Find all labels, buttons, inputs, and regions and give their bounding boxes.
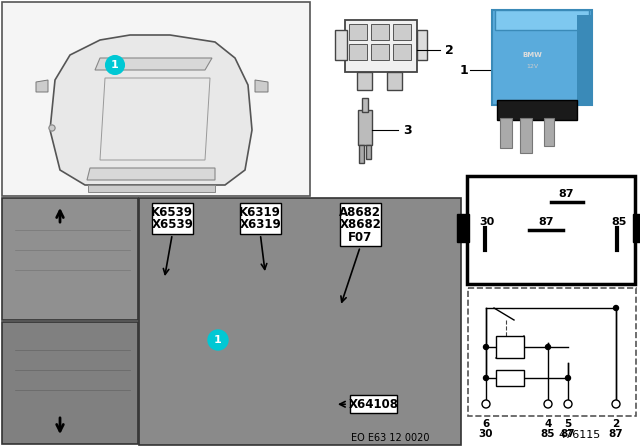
Circle shape	[49, 125, 55, 131]
Polygon shape	[255, 80, 268, 92]
Circle shape	[544, 400, 552, 408]
Text: 1: 1	[111, 60, 119, 70]
Text: 87: 87	[538, 217, 554, 227]
Text: 87: 87	[558, 189, 573, 199]
Bar	[495, 10, 589, 30]
Bar	[492, 10, 592, 105]
Text: BMW: BMW	[522, 52, 542, 58]
Text: 476115: 476115	[559, 430, 601, 440]
Circle shape	[483, 375, 488, 380]
Bar	[139, 198, 461, 445]
Polygon shape	[36, 80, 48, 92]
Bar	[340, 203, 381, 246]
Text: K6539: K6539	[151, 206, 193, 219]
Circle shape	[614, 306, 618, 310]
Text: 30: 30	[479, 429, 493, 439]
Bar	[496, 336, 524, 358]
Polygon shape	[88, 185, 215, 192]
Bar	[417, 30, 427, 60]
Circle shape	[545, 345, 550, 349]
Bar	[497, 100, 577, 120]
Bar	[467, 176, 635, 284]
Bar	[520, 118, 532, 153]
Text: X6539: X6539	[152, 218, 193, 231]
Bar	[457, 214, 469, 242]
Bar	[371, 44, 389, 60]
Text: X8682: X8682	[339, 218, 381, 231]
Bar	[496, 370, 524, 386]
Bar	[2, 322, 138, 444]
Text: 5: 5	[564, 419, 572, 429]
Bar	[358, 110, 372, 145]
Text: F07: F07	[348, 231, 372, 244]
Bar	[359, 145, 364, 163]
Text: 1: 1	[460, 64, 468, 77]
Circle shape	[49, 125, 55, 131]
Bar	[240, 203, 280, 234]
Text: X64108: X64108	[348, 398, 398, 411]
Text: 6: 6	[483, 419, 490, 429]
Bar	[500, 118, 512, 148]
Circle shape	[483, 345, 488, 349]
Circle shape	[482, 400, 490, 408]
Circle shape	[208, 330, 228, 350]
Polygon shape	[50, 35, 252, 185]
Bar	[387, 72, 402, 90]
Bar	[312, 2, 462, 196]
Polygon shape	[87, 168, 215, 180]
Bar	[2, 2, 310, 196]
Bar	[335, 30, 347, 60]
Bar	[393, 44, 411, 60]
Text: 85: 85	[541, 429, 556, 439]
Text: 2: 2	[445, 43, 454, 56]
Text: 4: 4	[544, 419, 552, 429]
Circle shape	[566, 375, 570, 380]
Bar	[366, 145, 371, 159]
Text: EO E63 12 0020: EO E63 12 0020	[351, 433, 429, 443]
Text: 2: 2	[612, 419, 620, 429]
Text: 87: 87	[609, 429, 623, 439]
Bar	[350, 395, 397, 414]
Bar	[345, 20, 417, 72]
Text: A8682: A8682	[339, 206, 381, 219]
Bar	[349, 24, 367, 40]
Circle shape	[612, 400, 620, 408]
Text: 1: 1	[214, 335, 222, 345]
Bar	[349, 44, 367, 60]
Text: 30: 30	[479, 217, 494, 227]
Bar	[544, 118, 554, 146]
Text: K6319: K6319	[239, 206, 281, 219]
Text: X6319: X6319	[239, 218, 281, 231]
Bar	[152, 203, 193, 234]
Polygon shape	[95, 58, 212, 70]
Circle shape	[106, 56, 124, 74]
Text: 3: 3	[403, 124, 412, 137]
Text: 12V: 12V	[526, 65, 538, 69]
Bar	[2, 198, 138, 320]
Circle shape	[564, 400, 572, 408]
Bar	[393, 24, 411, 40]
Bar	[577, 15, 592, 105]
Bar	[362, 98, 368, 112]
Bar	[371, 24, 389, 40]
Text: 85: 85	[612, 217, 627, 227]
Text: 87: 87	[561, 429, 575, 439]
Bar	[357, 72, 372, 90]
Bar	[468, 288, 636, 416]
Bar	[633, 214, 640, 242]
